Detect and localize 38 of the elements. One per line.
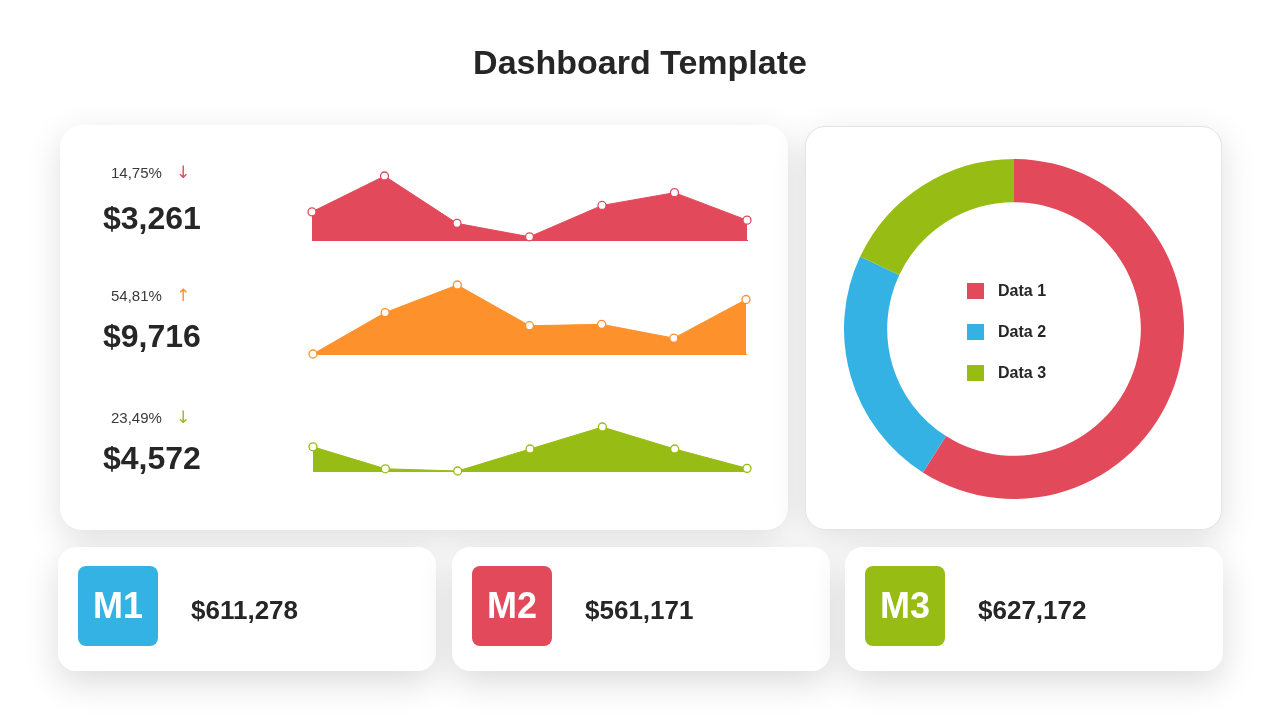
text: 54,81% — [111, 287, 162, 305]
label-badge: M1 — [78, 566, 158, 646]
point — [452, 280, 462, 290]
legend-label: Data 3 — [998, 364, 1047, 382]
point — [308, 442, 318, 452]
text: 14,75% — [111, 164, 162, 182]
point — [742, 463, 752, 474]
point — [742, 215, 752, 225]
text: ↓ — [176, 162, 191, 183]
point — [525, 444, 535, 454]
text: $3,261 — [103, 199, 201, 238]
point — [524, 321, 535, 331]
point — [453, 466, 463, 476]
text: 23,49% — [111, 409, 162, 427]
text: $561,171 — [585, 595, 694, 627]
point — [741, 294, 751, 305]
point — [670, 444, 680, 454]
point — [379, 171, 390, 181]
point — [597, 422, 607, 432]
legend-label: Data 2 — [998, 323, 1047, 341]
text: $4,572 — [103, 439, 201, 478]
text: $627,172 — [978, 595, 1087, 627]
point — [669, 333, 679, 343]
point — [669, 187, 680, 198]
point — [597, 319, 607, 329]
point — [307, 207, 317, 217]
text: Dashboard Template — [472, 42, 808, 83]
legend-label: Data 1 — [998, 282, 1047, 300]
point — [524, 232, 535, 242]
point — [380, 464, 390, 474]
text: $611,278 — [191, 595, 299, 627]
point — [597, 200, 607, 211]
label-badge: M2 — [472, 566, 552, 646]
text: ↓ — [176, 407, 191, 428]
point — [308, 349, 318, 359]
text: ↑ — [176, 285, 191, 306]
text: $9,716 — [103, 317, 201, 356]
label-badge: M3 — [865, 566, 945, 646]
